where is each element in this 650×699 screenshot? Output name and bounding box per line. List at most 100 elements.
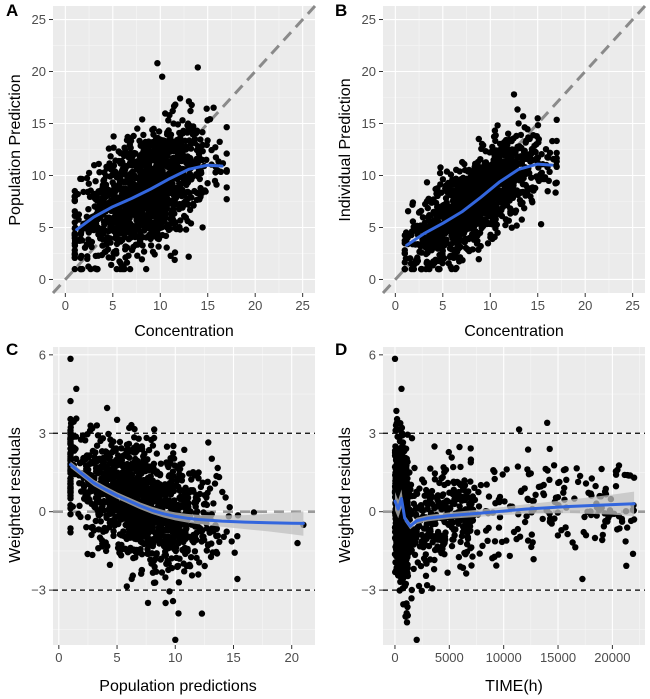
a-data-point: [154, 60, 161, 67]
b-data-point: [521, 205, 528, 212]
d-data-point: [540, 490, 547, 497]
d-data-point: [448, 454, 455, 461]
b-data-point: [456, 258, 463, 265]
c-data-point: [103, 404, 111, 412]
c-xtick-label: 15: [226, 650, 240, 665]
c-data-point: [101, 464, 108, 471]
c-data-point: [110, 481, 118, 489]
b-ytick-label: 25: [362, 12, 376, 27]
a-data-point: [152, 168, 160, 175]
c-data-point: [131, 425, 138, 433]
c-data-point: [94, 432, 102, 439]
b-ytick-label: 15: [362, 116, 376, 131]
c-data-point: [163, 459, 170, 466]
d-data-point: [592, 482, 599, 490]
c-data-point: [179, 472, 186, 480]
b-data-point: [447, 171, 455, 178]
a-data-point: [186, 189, 193, 197]
c-data-point: [177, 461, 184, 468]
c-data-point: [186, 561, 193, 568]
b-data-point: [437, 164, 444, 171]
c-data-point: [109, 449, 116, 456]
panel-a-reference-lines: [51, 4, 317, 295]
a-data-point: [140, 221, 147, 229]
c-data-point: [175, 540, 182, 547]
c-data-point: [190, 531, 197, 539]
a-data-point: [147, 235, 154, 243]
b-data-point: [401, 265, 408, 273]
b-data-point: [481, 160, 489, 167]
c-data-point: [204, 478, 211, 485]
c-data-point: [83, 453, 90, 460]
c-data-point: [207, 553, 215, 561]
c-data-point: [76, 502, 83, 509]
a-data-point: [149, 126, 156, 134]
panel-b-xlabel: Concentration: [464, 323, 564, 340]
a-data-point: [96, 169, 103, 176]
a-data-point: [203, 105, 210, 112]
c-data-point: [175, 610, 182, 617]
d-data-point: [550, 462, 558, 469]
a-ytick-label: 25: [32, 12, 46, 27]
a-data-point: [153, 135, 160, 142]
a-data-point: [110, 133, 117, 140]
b-data-point: [553, 116, 560, 124]
a-data-point: [78, 237, 86, 244]
d-data-point: [574, 478, 582, 486]
a-data-point: [173, 163, 180, 170]
b-data-point: [484, 197, 491, 204]
c-data-point: [192, 499, 200, 506]
a-data-point: [189, 173, 196, 180]
c-data-point: [84, 498, 92, 505]
a-data-point: [187, 145, 195, 152]
c-data-point: [84, 489, 91, 496]
c-data-point: [156, 540, 163, 547]
a-data-point: [179, 155, 186, 162]
b-data-point: [447, 209, 455, 217]
d-data-point: [457, 463, 464, 471]
c-data-point: [144, 488, 151, 495]
d-data-point: [539, 515, 546, 523]
a-data-point: [193, 189, 201, 197]
c-data-point: [117, 504, 125, 511]
d-data-point: [463, 570, 470, 577]
b-data-point: [533, 156, 540, 163]
c-data-point: [111, 518, 118, 525]
a-data-point: [160, 153, 168, 161]
a-data-point: [174, 143, 181, 151]
a-data-point: [71, 242, 79, 249]
b-data-point: [475, 135, 482, 143]
c-data-point: [110, 506, 118, 513]
b-data-point: [435, 203, 442, 210]
c-data-point: [134, 549, 142, 556]
b-data-point: [508, 224, 515, 231]
c-data-point: [162, 548, 169, 555]
b-data-point: [489, 162, 496, 169]
c-data-point: [171, 526, 178, 534]
c-data-point: [121, 513, 129, 520]
panel-b-ylabel: Individual Prediction: [337, 78, 354, 221]
b-data-point: [476, 166, 484, 173]
c-data-point: [156, 472, 164, 479]
b-data-point: [457, 177, 464, 185]
c-data-point: [99, 540, 106, 547]
c-data-point: [124, 460, 131, 468]
a-data-point: [189, 200, 197, 208]
a-identity-line: [51, 4, 317, 295]
c-ytick-label: 6: [39, 347, 46, 362]
c-data-point: [113, 416, 121, 423]
c-data-point: [67, 511, 74, 518]
d-data-point: [393, 407, 400, 415]
d-data-point: [408, 595, 415, 602]
c-data-point: [108, 500, 116, 508]
a-xtick-label: 20: [248, 298, 262, 313]
b-data-point: [553, 158, 560, 165]
d-data-point: [528, 531, 535, 538]
d-data-point: [468, 562, 475, 569]
d-data-point: [579, 575, 586, 583]
panel-a-tag: A: [6, 1, 18, 20]
a-data-point: [155, 243, 162, 250]
b-data-point: [434, 245, 441, 252]
c-data-point: [76, 480, 83, 487]
